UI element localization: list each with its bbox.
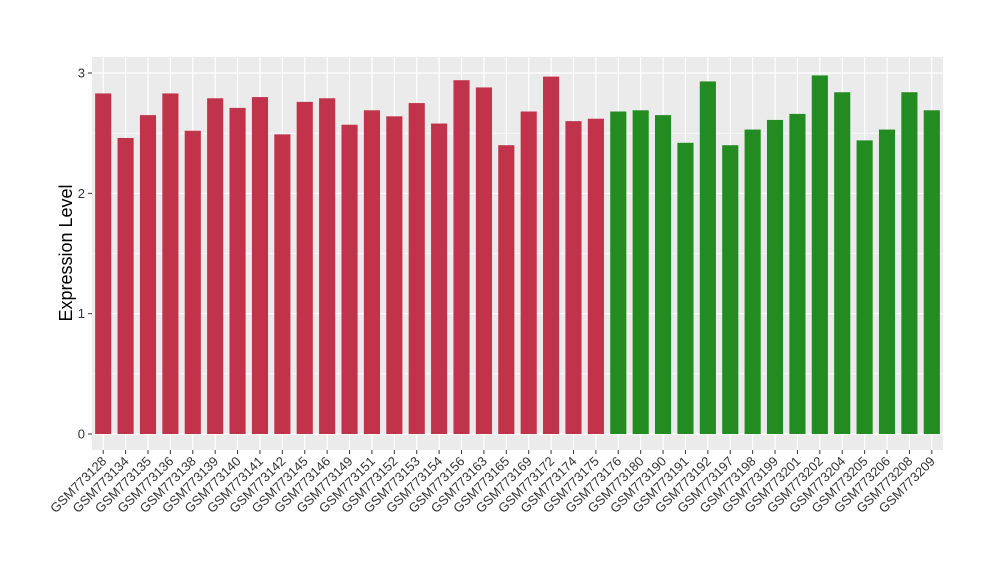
bar-GSM773169	[520, 111, 537, 435]
bar-GSM773191	[677, 142, 694, 434]
bar-GSM773153	[408, 103, 425, 434]
bar-GSM773206	[878, 129, 896, 434]
bar-GSM773151	[363, 110, 380, 434]
bar-GSM773199	[766, 119, 784, 435]
bar-GSM773141	[251, 97, 269, 435]
y-tick-label: 1	[78, 306, 85, 321]
y-axis-title: Expression Level	[56, 184, 76, 321]
y-axis: 0 1 2 3	[78, 66, 92, 442]
bar-GSM773176	[610, 111, 627, 435]
y-tick-label: 3	[78, 66, 85, 81]
bar-GSM773156	[453, 80, 470, 434]
bar-GSM773163	[475, 87, 492, 434]
bar-GSM773128	[95, 93, 112, 434]
bar-GSM773152	[386, 116, 403, 434]
bars	[95, 75, 940, 435]
x-axis: GSM773128GSM773134GSM773135GSM773136GSM7…	[47, 450, 938, 516]
bar-GSM773145	[296, 101, 313, 434]
bar-GSM773192	[699, 81, 716, 434]
bar-GSM773201	[789, 113, 806, 434]
bar-GSM773139	[207, 98, 224, 435]
bar-GSM773190	[655, 115, 672, 434]
bar-GSM773209	[923, 110, 940, 434]
bar-GSM773146	[319, 98, 336, 435]
bar-GSM773134	[117, 137, 134, 435]
bar-GSM773180	[632, 110, 649, 434]
bar-GSM773135	[139, 115, 157, 434]
bar-GSM773175	[587, 118, 604, 434]
bar-GSM773208	[901, 92, 918, 435]
bar-GSM773202	[811, 75, 828, 434]
bar-GSM773165	[498, 145, 515, 434]
y-tick-label: 0	[78, 427, 85, 442]
bar-GSM773198	[744, 129, 761, 434]
bar-GSM773174	[565, 121, 582, 434]
bar-GSM773197	[722, 145, 739, 434]
bar-GSM773149	[341, 124, 358, 434]
bar-GSM773205	[856, 140, 873, 435]
bar-GSM773204	[834, 92, 851, 435]
bar-GSM773142	[274, 134, 291, 434]
bar-GSM773136	[162, 93, 179, 434]
bar-GSM773138	[184, 130, 201, 434]
bar-GSM773154	[431, 123, 448, 434]
bar-GSM773172	[543, 76, 560, 435]
y-tick-label: 2	[78, 186, 85, 201]
bar-GSM773140	[229, 107, 246, 434]
